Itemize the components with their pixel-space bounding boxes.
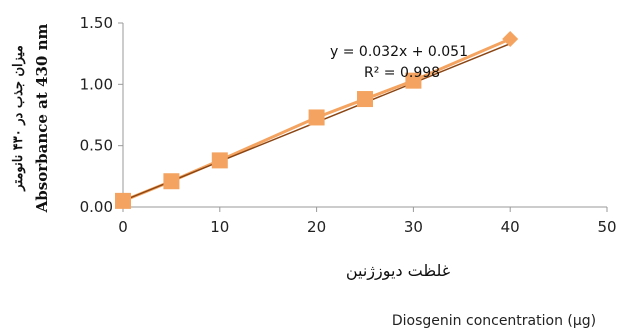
x-axis-label-fa: غلظت دیوزژنین [346,261,450,281]
x-tick-label: 50 [597,218,616,236]
x-tick-label: 30 [404,218,423,236]
data-point [163,173,180,190]
data-point [357,91,373,108]
equation-label: y = 0.032x + 0.051 [330,44,468,60]
y-tick-label: 0.50 [80,137,113,155]
y-axis-label-fa: میزان جذب در ۴۳۰ نانومتر [11,45,26,191]
r2-label: R² = 0.998 [364,65,440,81]
data-point [211,152,228,169]
x-tick-label: 20 [307,218,326,236]
x-tick-label: 0 [118,218,128,236]
data-point [115,192,131,209]
y-tick-label: 1.50 [80,14,113,32]
y-tick-label: 1.00 [80,75,113,93]
data-point [405,72,422,89]
x-axis-label-en: Diosgenin concentration (µg) [392,313,596,329]
axes: 0.00 0.50 1.00 1.50 0 10 20 30 40 50 [80,14,617,236]
data-point [308,109,325,126]
data-point [502,30,519,47]
data-points [115,30,519,209]
x-tick-label: 40 [501,218,520,236]
y-axis-label-en: Absorbance at 430 nm [33,24,51,214]
x-tick-label: 10 [210,218,229,236]
y-tick-label: 0.00 [80,198,113,216]
